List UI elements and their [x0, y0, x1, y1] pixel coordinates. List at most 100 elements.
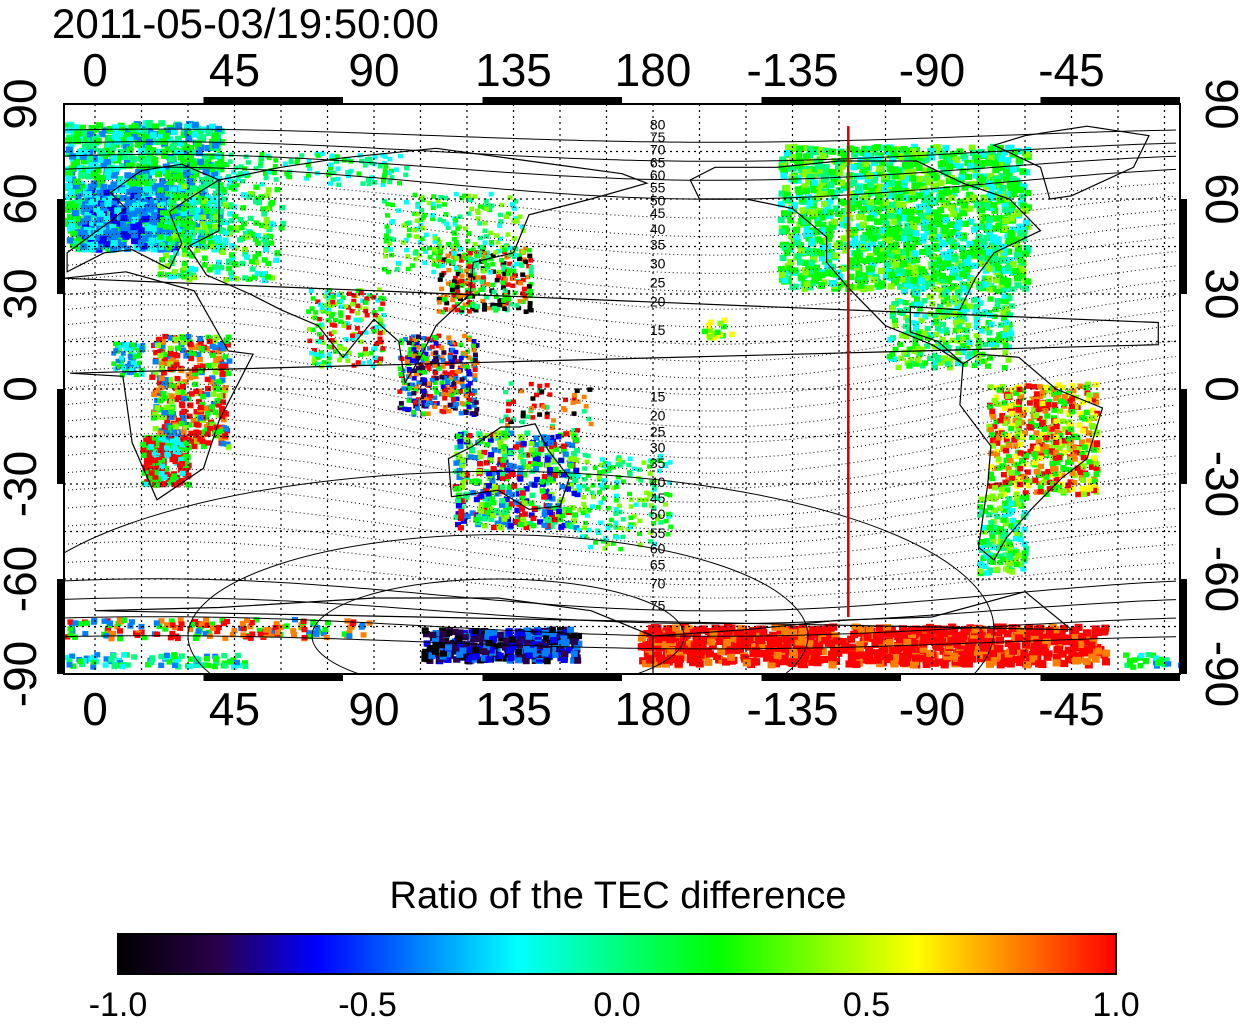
tec-cell	[514, 261, 520, 267]
tec-cell	[161, 410, 168, 416]
tec-cell	[309, 350, 315, 356]
tec-cell	[193, 388, 200, 395]
tec-cell	[187, 402, 194, 408]
tec-cell	[832, 252, 840, 259]
tec-cell	[436, 257, 442, 262]
tec-cell	[433, 341, 439, 346]
tec-cell	[1018, 273, 1026, 280]
tec-cell	[262, 246, 269, 253]
tec-cell	[265, 260, 272, 267]
tec-cell	[408, 346, 414, 352]
tec-cell	[980, 159, 988, 167]
tec-cell	[456, 474, 463, 481]
tec-cell	[355, 288, 361, 294]
tec-cell	[117, 148, 125, 156]
tec-cell	[548, 523, 555, 529]
tec-cell	[497, 212, 503, 218]
tec-cell	[190, 149, 198, 156]
tec-cell	[453, 389, 459, 394]
tec-cell	[385, 269, 391, 275]
tec-cell	[161, 474, 168, 480]
tec-cell	[651, 541, 657, 547]
tec-cell	[956, 163, 964, 170]
tec-cell	[89, 142, 97, 149]
tec-cell	[167, 178, 175, 185]
tec-cell	[647, 492, 653, 498]
tec-cell	[498, 219, 504, 224]
tec-cell	[188, 265, 195, 272]
tec-cell	[398, 340, 404, 346]
tec-cell	[174, 436, 181, 442]
tec-cell	[456, 369, 462, 374]
tec-cell	[96, 189, 104, 197]
tec-cell	[488, 191, 494, 197]
tec-cell	[173, 250, 180, 256]
map-area: 8075706560555045403530252015152025303540…	[64, 104, 1180, 674]
tec-cell	[528, 272, 534, 278]
tec-cell	[338, 298, 344, 304]
tec-cell	[215, 355, 222, 362]
tec-cell	[441, 257, 447, 262]
tec-data-patches	[64, 119, 1180, 670]
tec-cell	[513, 519, 520, 525]
tec-cell	[411, 368, 417, 374]
tec-cell	[468, 197, 474, 203]
tec-cell	[830, 193, 838, 200]
tec-cell	[307, 166, 313, 172]
tec-cell	[499, 470, 506, 477]
tec-cell	[222, 161, 228, 167]
tec-cell	[165, 146, 173, 153]
tec-cell	[238, 225, 245, 231]
tec-cell	[450, 347, 456, 353]
tec-cell	[325, 310, 331, 316]
tec-cell	[544, 462, 551, 469]
tec-cell	[1000, 249, 1008, 256]
tec-cell	[419, 365, 425, 370]
tec-cell	[345, 358, 351, 364]
tec-cell	[472, 194, 478, 199]
tec-cell	[193, 223, 201, 230]
tec-cell	[364, 313, 370, 318]
tec-cell	[407, 385, 413, 391]
tec-cell	[429, 377, 435, 383]
tec-cell	[523, 296, 529, 301]
tec-cell	[343, 353, 349, 359]
tec-cell	[432, 404, 438, 410]
tec-cell	[459, 195, 465, 201]
tec-cell	[444, 392, 450, 398]
tec-cell	[459, 457, 466, 464]
tec-cell	[457, 443, 464, 450]
tec-cell	[65, 175, 73, 182]
tec-cell	[520, 413, 526, 419]
tec-cell	[432, 247, 438, 252]
tec-cell	[458, 296, 464, 301]
right-lat-label: 30	[1196, 268, 1240, 319]
tec-cell	[487, 506, 494, 512]
tec-cell	[959, 245, 967, 252]
tec-cell	[383, 163, 389, 169]
tec-cell	[417, 252, 423, 258]
tec-cell	[455, 503, 462, 509]
tec-cell	[933, 270, 941, 278]
tec-cell	[527, 300, 533, 306]
tec-cell	[345, 157, 351, 162]
tec-cell	[518, 280, 524, 286]
tec-cell	[1007, 215, 1015, 222]
tec-cell	[157, 222, 164, 228]
tec-cell	[415, 334, 421, 339]
tec-cell	[547, 449, 554, 455]
tec-cell	[985, 275, 993, 282]
tec-cell	[592, 465, 598, 471]
tec-cell	[933, 144, 941, 151]
tec-cell	[560, 472, 567, 478]
tec-cell	[449, 364, 455, 369]
tec-cell	[493, 491, 500, 497]
tec-cell	[182, 224, 189, 230]
tec-cell	[510, 417, 516, 422]
tec-cell	[313, 352, 319, 357]
tec-cell	[589, 490, 595, 495]
tec-cell	[1015, 244, 1023, 252]
tec-cell	[1013, 275, 1021, 282]
tec-cell	[135, 353, 141, 359]
tec-cell	[954, 213, 962, 220]
